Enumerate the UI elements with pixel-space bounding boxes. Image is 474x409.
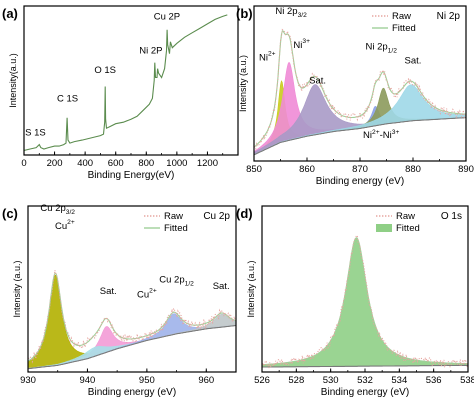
x-tick-label-d: 530 bbox=[323, 375, 339, 386]
panel-b: 850 860 870 880 890 Binding energy (eV) Intens… bbox=[236, 5, 474, 187]
axes-frame-a bbox=[23, 5, 239, 156]
x-tick-label-a: 400 bbox=[77, 158, 93, 169]
y-axis-label-c: Intensity (a.u.) bbox=[12, 260, 22, 317]
y-axis-label-d: Intensity (a.u.) bbox=[246, 260, 256, 317]
background-line-c bbox=[28, 324, 236, 370]
background-line-d bbox=[262, 364, 468, 368]
x-tick-label-d: 536 bbox=[426, 375, 442, 386]
annotation-a: Ni 2P bbox=[139, 46, 162, 57]
annotation-c: Sat. bbox=[213, 281, 230, 292]
legend-label: Fitted bbox=[396, 223, 420, 234]
x-tick-label-d: 526 bbox=[254, 375, 270, 386]
plot-area-a bbox=[24, 14, 228, 152]
annotation-b: Ni 2p3/2 bbox=[275, 6, 307, 19]
annotation-a: S 1S bbox=[25, 128, 46, 139]
x-axis-label-c: Binding energy (eV) bbox=[88, 387, 176, 398]
x-tick-label-c: 930 bbox=[20, 375, 36, 386]
raw-data-d bbox=[262, 234, 468, 369]
corner-label-b: Ni 2p bbox=[437, 11, 461, 22]
panel-letter-d: (d) bbox=[236, 206, 253, 221]
panel-letter-a: (a) bbox=[2, 6, 18, 21]
raw-data-c bbox=[28, 270, 236, 364]
x-tick-label-d: 534 bbox=[391, 375, 407, 386]
x-tick-label-d: 532 bbox=[357, 375, 373, 386]
x-tick-label-a: 1000 bbox=[166, 158, 187, 169]
corner-label-c: Cu 2p bbox=[203, 211, 230, 222]
annotation-c: Cu 2p3/2 bbox=[40, 203, 75, 216]
x-tick-label-b: 860 bbox=[299, 164, 315, 175]
x-tick-label-b: 850 bbox=[246, 164, 262, 175]
panel-d: 526 528 530 532 534 536 538 Binding energy (eV)… bbox=[236, 205, 474, 398]
corner-label-d: O 1s bbox=[441, 211, 462, 222]
annotation-b: Ni2+ bbox=[259, 50, 276, 63]
x-tick-label-a: 200 bbox=[47, 158, 63, 169]
annotation-c: Cu 2p1/2 bbox=[159, 274, 194, 287]
x-tick-label-b: 880 bbox=[405, 164, 421, 175]
y-axis-label-b: Intensity (a.u.) bbox=[238, 55, 248, 112]
x-tick-label-b: 870 bbox=[352, 164, 368, 175]
plot-area-c bbox=[28, 270, 236, 370]
annotation-a: O 1S bbox=[94, 65, 116, 76]
x-tick-label-a: 800 bbox=[138, 158, 154, 169]
x-axis-label-b: Binding energy (eV) bbox=[316, 176, 404, 187]
y-axis-label-a: Intensity(a.u.) bbox=[8, 53, 18, 108]
x-tick-label-c: 960 bbox=[198, 375, 214, 386]
annotation-b: Ni2+-Ni3+ bbox=[363, 129, 399, 141]
panel-c: 930 940 950 960 Binding energy (eV) Intensity… bbox=[2, 203, 237, 398]
legend-label: Raw bbox=[164, 211, 183, 222]
legend-label: Fitted bbox=[164, 223, 188, 234]
annotation-b: Sat. bbox=[309, 76, 326, 87]
x-tick-label-b: 890 bbox=[458, 164, 474, 175]
x-tick-label-c: 940 bbox=[79, 375, 95, 386]
x-axis-label-d: Binding energy (eV) bbox=[321, 387, 409, 398]
axes-frame-c bbox=[27, 205, 237, 373]
legend-label: Raw bbox=[392, 11, 411, 22]
legend-swatch bbox=[376, 224, 392, 232]
x-tick-label-a: 1200 bbox=[197, 158, 218, 169]
plot-area-b bbox=[254, 28, 466, 156]
x-tick-label-d: 538 bbox=[460, 375, 474, 386]
x-axis-label-a: Binding Energy(eV) bbox=[88, 170, 175, 181]
panel-letter-c: (c) bbox=[2, 206, 18, 221]
x-tick-label-c: 950 bbox=[139, 375, 155, 386]
annotation-b: Sat. bbox=[405, 55, 422, 66]
x-tick-label-a: 0 bbox=[21, 158, 26, 169]
survey-spectrum-line bbox=[24, 14, 228, 152]
x-tick-label-d: 528 bbox=[288, 375, 304, 386]
annotation-a: Cu 2P bbox=[154, 11, 180, 22]
panel-a: 0 200 400 600 800 1000 1200 Binding Energy(eV) I… bbox=[2, 5, 239, 181]
background-line-b bbox=[254, 117, 466, 156]
annotation-c: Cu2+ bbox=[137, 287, 157, 300]
plot-area-d bbox=[262, 234, 468, 369]
legend-label: Raw bbox=[396, 211, 415, 222]
annotation-b: Ni 2p1/2 bbox=[365, 41, 397, 54]
peak-d-0 bbox=[262, 237, 468, 368]
panel-letter-b: (b) bbox=[236, 6, 253, 21]
annotation-c: Sat. bbox=[100, 286, 117, 297]
annotation-c: Cu2+ bbox=[55, 219, 75, 232]
x-tick-label-a: 600 bbox=[108, 158, 124, 169]
annotation-a: C 1S bbox=[57, 93, 78, 104]
legend-label: Fitted bbox=[392, 23, 416, 34]
annotation-b: Ni3+ bbox=[293, 38, 310, 51]
